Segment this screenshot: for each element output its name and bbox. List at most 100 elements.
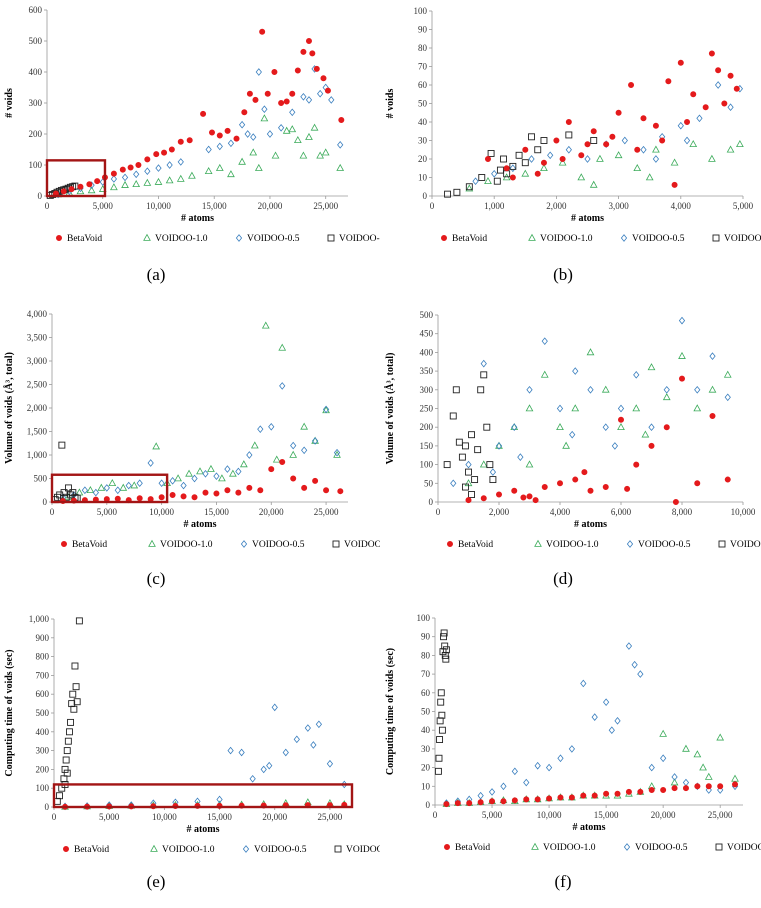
- data-point: [278, 100, 285, 107]
- y-tick-label: 50: [424, 478, 434, 488]
- y-tick-label: 30: [421, 744, 431, 754]
- data-point: [493, 177, 501, 185]
- data-point: [602, 698, 610, 706]
- data-point: [525, 404, 534, 412]
- legend-marker: [242, 845, 250, 853]
- legend-label: VOIDOO-1.0: [160, 540, 213, 550]
- data-point: [565, 131, 573, 139]
- x-tick-label: 15,000: [594, 810, 619, 820]
- data-point: [581, 469, 588, 476]
- data-point: [238, 120, 246, 129]
- data-point: [534, 761, 541, 770]
- data-point: [110, 183, 118, 191]
- caption-a: (a): [146, 265, 166, 284]
- legend-marker: [235, 234, 243, 242]
- legend-label: BetaVoid: [452, 234, 487, 244]
- y-axis-label: Volume of voids (Å³, total): [3, 352, 15, 464]
- y-tick-label: 90: [421, 632, 431, 642]
- data-point: [77, 183, 84, 190]
- data-point: [337, 141, 344, 149]
- data-point: [562, 441, 570, 449]
- legend-label: VOIDOO-1.0: [155, 234, 208, 244]
- x-tick-label: 10,000: [152, 812, 177, 822]
- data-point: [442, 655, 450, 663]
- data-point: [553, 137, 560, 144]
- x-tick-label: 8,000: [672, 507, 693, 517]
- data-point: [224, 465, 231, 473]
- x-tick-label: 3,000: [608, 201, 629, 211]
- x-axis-label: # atoms: [186, 824, 219, 835]
- y-tick-label: 100: [414, 6, 428, 16]
- x-tick-label: 10,000: [537, 810, 562, 820]
- series-voidoo-0-5: [443, 642, 739, 807]
- legend-marker: [334, 845, 342, 853]
- x-tick-label: 20,000: [262, 812, 287, 822]
- data-point: [56, 792, 63, 800]
- legend-marker: [327, 234, 335, 242]
- y-tick-label: 0: [429, 497, 434, 507]
- data-point: [69, 489, 77, 497]
- data-point: [233, 135, 240, 142]
- data-point: [659, 729, 668, 737]
- data-point: [540, 159, 547, 166]
- legend-label: BetaVoid: [74, 845, 109, 855]
- legend-label: VOIDOO-0.5: [638, 540, 691, 550]
- data-point: [103, 484, 110, 492]
- legend-marker: [712, 234, 720, 242]
- x-tick-label: 5,000: [733, 201, 754, 211]
- data-point: [715, 67, 722, 74]
- data-point: [465, 468, 472, 476]
- data-point: [63, 769, 71, 777]
- data-point: [678, 351, 686, 359]
- data-point: [724, 393, 731, 402]
- data-point: [268, 422, 275, 431]
- data-point: [56, 491, 64, 499]
- data-point: [633, 371, 640, 379]
- series-voidoo-0-1: [443, 371, 497, 498]
- data-point: [682, 744, 690, 752]
- x-tick-label: 15,000: [207, 812, 232, 822]
- data-point: [715, 81, 722, 89]
- data-point: [500, 782, 507, 791]
- data-point: [434, 767, 442, 775]
- legend-label: VOIDOO-0.1: [339, 234, 380, 244]
- data-point: [69, 690, 77, 698]
- data-point: [290, 475, 297, 482]
- data-point: [614, 717, 621, 725]
- x-tick-label: 6,000: [611, 507, 632, 517]
- data-point: [261, 321, 270, 329]
- data-point: [716, 733, 725, 741]
- y-tick-label: 350: [420, 366, 434, 376]
- data-point: [602, 423, 609, 432]
- data-point: [443, 801, 450, 808]
- data-point: [224, 127, 231, 134]
- data-point: [289, 90, 296, 97]
- data-point: [587, 487, 594, 494]
- data-point: [632, 404, 641, 412]
- data-point: [474, 446, 482, 454]
- data-point: [305, 132, 313, 140]
- data-point: [133, 170, 140, 179]
- data-point: [659, 137, 666, 144]
- legend-entry: VOIDOO-1.0: [534, 539, 599, 550]
- data-point: [283, 98, 290, 105]
- data-point: [180, 481, 187, 490]
- data-point: [326, 759, 334, 768]
- data-point: [130, 481, 139, 489]
- data-point: [87, 186, 96, 194]
- y-tick-label: 20: [421, 763, 431, 773]
- x-tick-label: 2,000: [489, 507, 510, 517]
- data-point: [568, 794, 575, 801]
- y-tick-label: 80: [421, 650, 431, 660]
- data-point: [468, 431, 476, 439]
- chart-panel-e: 0 100 200 300 400 500 600 700 800 900 1,000 0 5,000 1…: [4, 614, 380, 855]
- y-tick-label: 1,000: [29, 614, 50, 624]
- data-point: [272, 455, 281, 463]
- data-point: [213, 490, 220, 497]
- y-axis-label: Volume of voids (Å³, total): [384, 353, 396, 465]
- x-tick-label: 0: [50, 507, 55, 517]
- data-point: [305, 96, 313, 104]
- data-point: [282, 748, 289, 757]
- caption-b: (b): [553, 265, 573, 284]
- y-tick-label: 600: [29, 5, 43, 15]
